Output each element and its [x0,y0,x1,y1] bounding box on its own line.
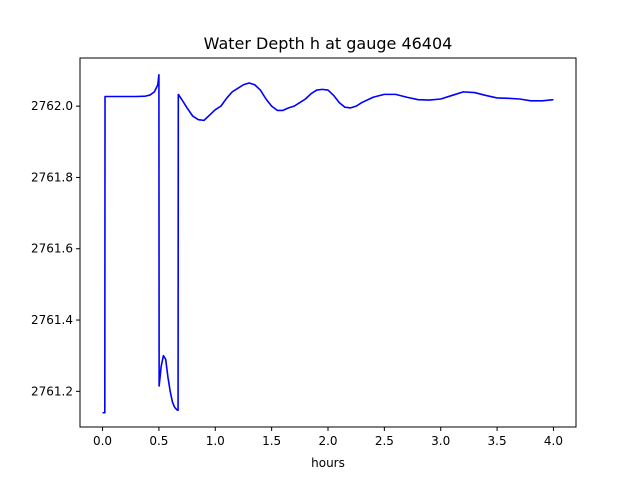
x-tick-label: 0.5 [149,434,168,448]
plot-area [102,73,554,414]
y-tick-label: 2761.6 [31,242,73,256]
chart-title: Water Depth h at gauge 46404 [204,34,453,53]
x-tick-label: 3.5 [488,434,507,448]
y-tick-label: 2761.4 [31,313,73,327]
x-tick-label: 1.5 [262,434,281,448]
axes-frame [79,57,577,428]
x-tick-label: 2.0 [318,434,337,448]
y-tick-label: 2762.0 [31,99,73,113]
x-axis-label: hours [311,456,345,470]
y-axis: 2761.2 2761.4 2761.6 2761.8 2762.0 [31,99,80,398]
y-tick-label: 2761.2 [31,384,73,398]
x-tick-label: 3.0 [431,434,450,448]
x-tick-label: 0.0 [93,434,112,448]
x-tick-label: 4.0 [544,434,563,448]
series-line-0 [102,73,554,414]
x-tick-label: 2.5 [375,434,394,448]
x-axis: 0.0 0.5 1.0 1.5 2.0 2.5 3.0 3.5 4.0 [93,427,563,448]
x-tick-label: 1.0 [206,434,225,448]
y-tick-label: 2761.8 [31,170,73,184]
